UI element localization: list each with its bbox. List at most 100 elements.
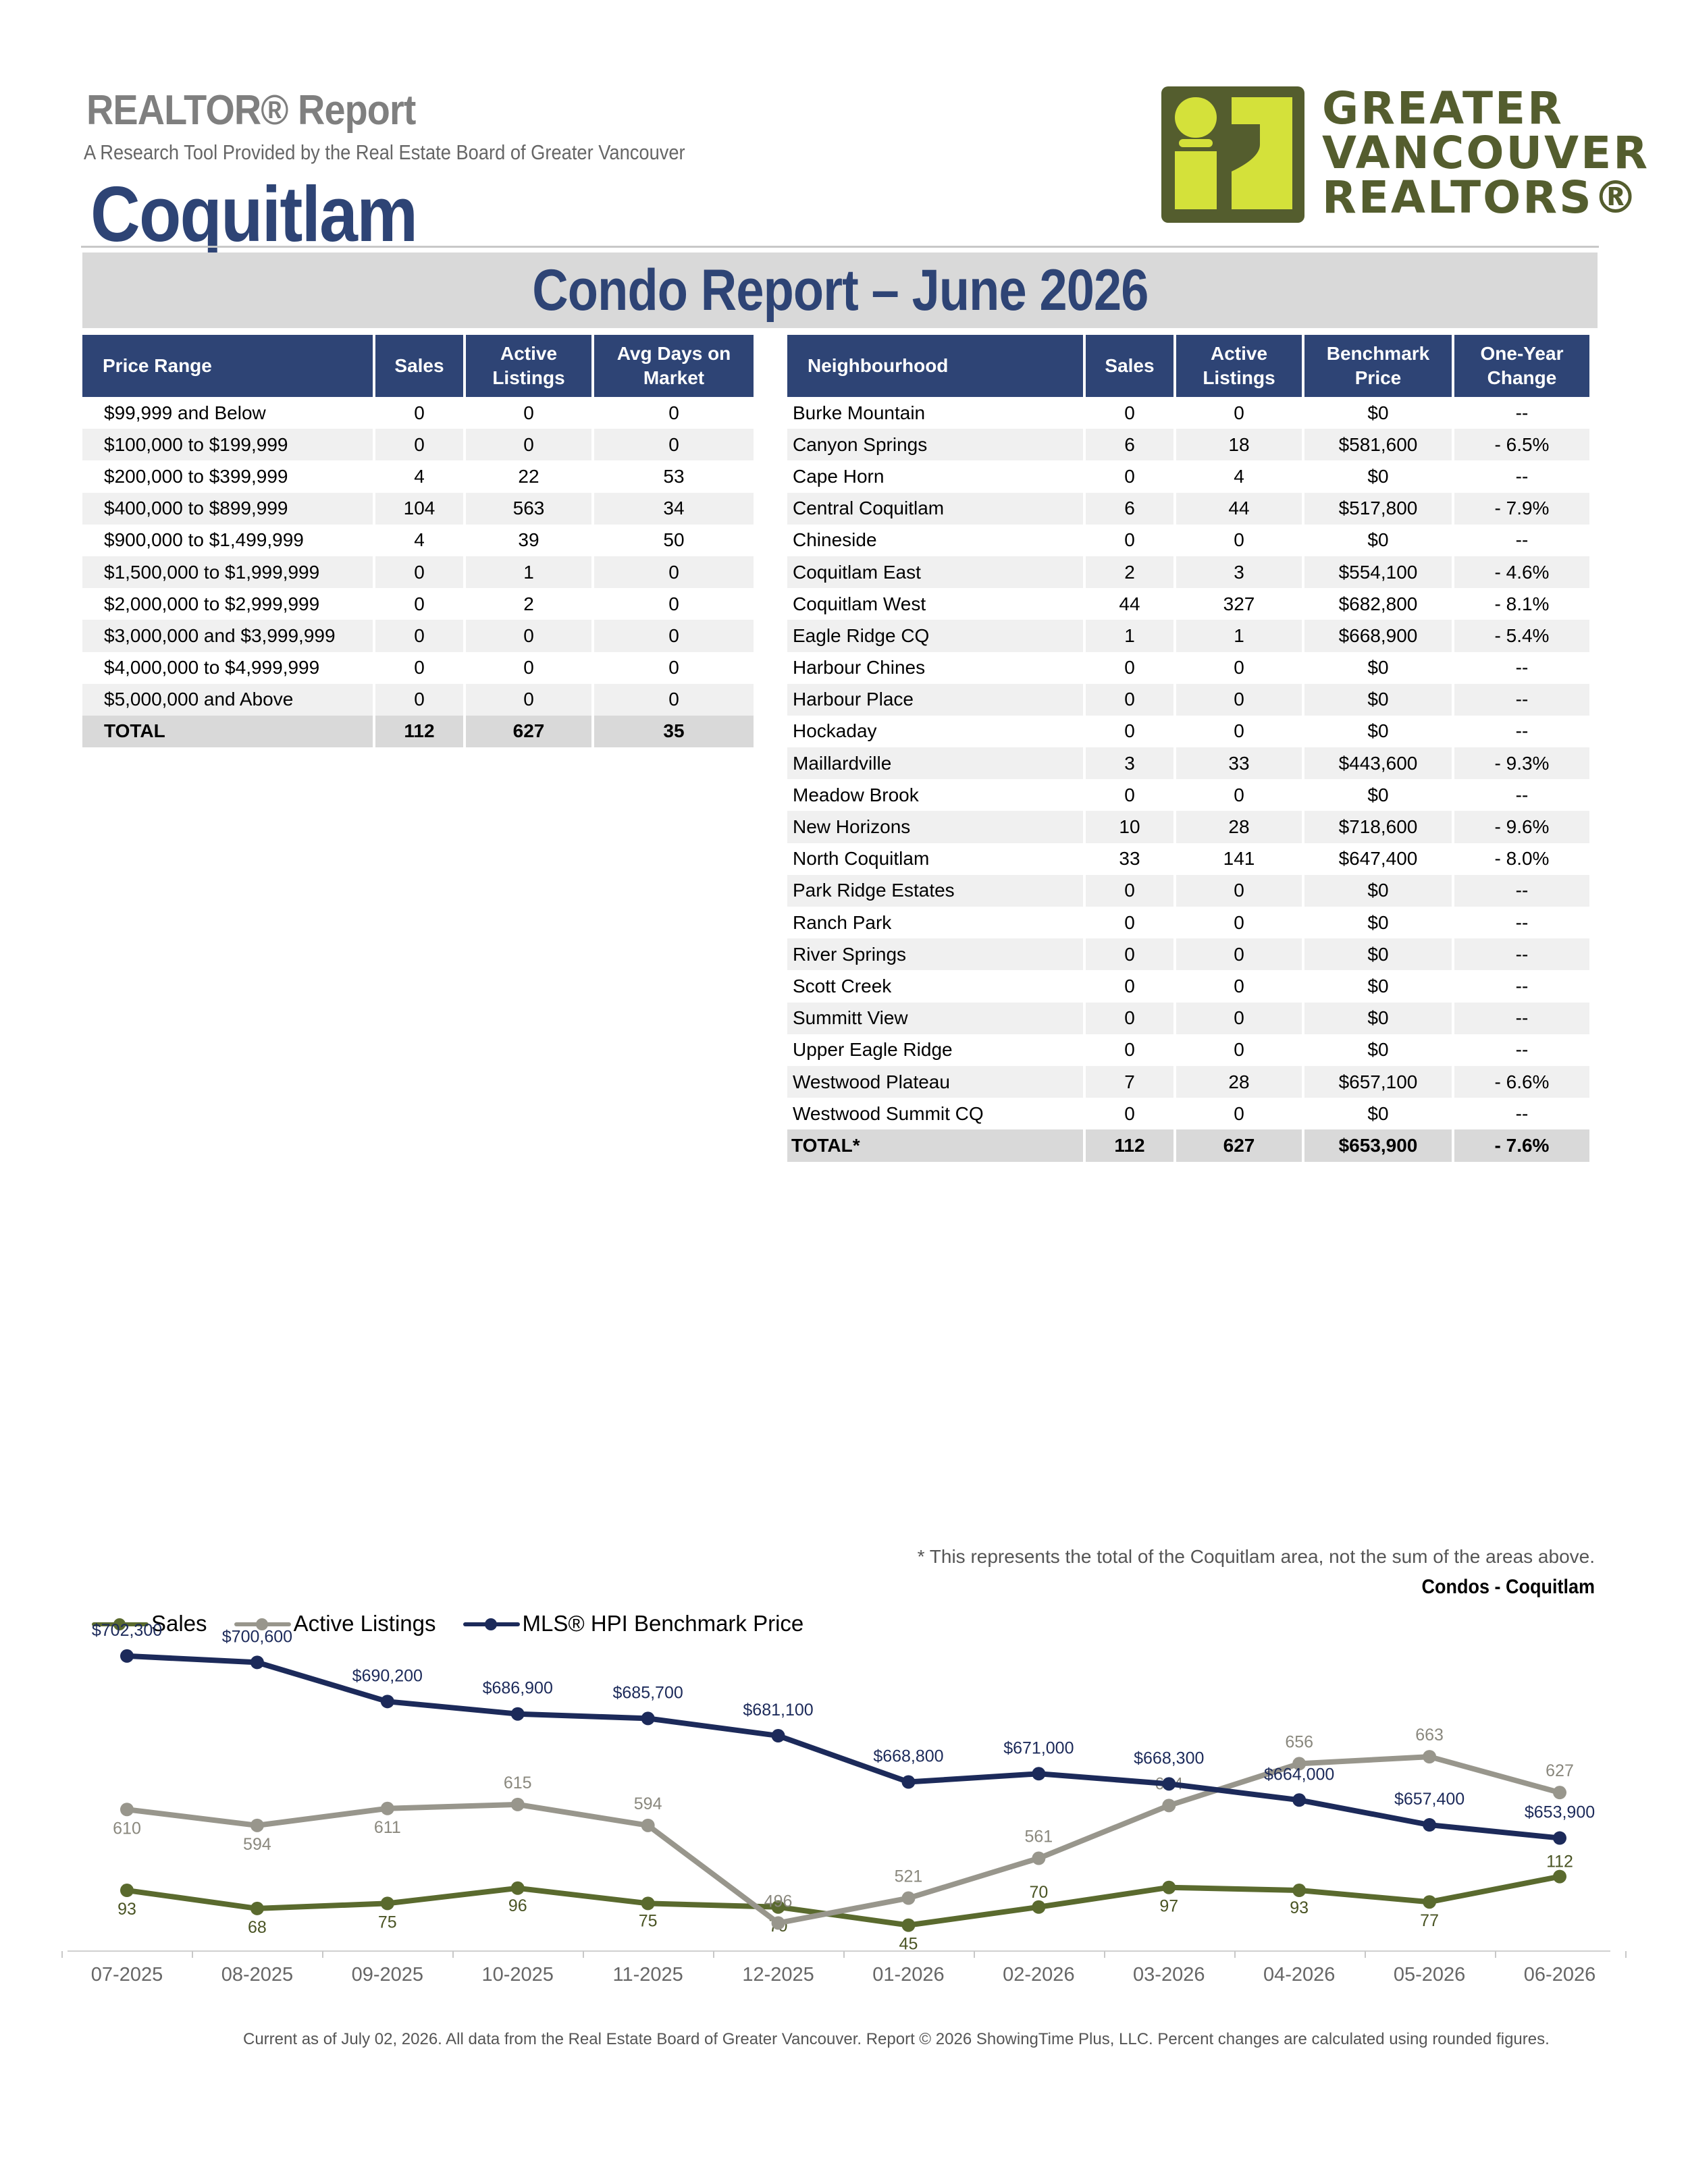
table-cell: $668,900 [1304, 620, 1452, 652]
table-cell: Harbour Place [787, 683, 1083, 716]
legend-label-benchmark-price: MLS® HPI Benchmark Price [522, 1611, 804, 1636]
table-cell: Coquitlam East [787, 556, 1083, 589]
table-cell: 0 [1124, 465, 1135, 487]
total-cell: 112 [375, 715, 463, 748]
table-row: $4,000,000 to $4,999,999 0 0 0 [82, 652, 754, 684]
table-cell: Upper Eagle Ridge [793, 1039, 953, 1061]
table-cell: 28 [1176, 1065, 1302, 1098]
data-point [901, 1775, 916, 1789]
table-cell: 0 [1234, 657, 1244, 678]
series-line-1 [124, 1754, 1562, 1926]
data-label: 615 [504, 1774, 532, 1792]
table-cell: 1 [1176, 620, 1302, 652]
x-tick-label: 05-2026 [1394, 1964, 1465, 1985]
table-cell: 0 [1086, 938, 1173, 971]
total-cell: 112 [1086, 1129, 1173, 1162]
table-cell: $581,600 [1304, 429, 1452, 461]
table-cell: 0 [375, 683, 463, 716]
table-cell: - 9.6% [1454, 811, 1589, 843]
table-row: Cape Horn 0 4 $0 -- [787, 460, 1589, 492]
table-cell: -- [1515, 911, 1529, 933]
table-cell: -- [1515, 1039, 1529, 1061]
table-row: Canyon Springs 6 18 $581,600- 6.5% [787, 429, 1589, 461]
table-cell: $554,100 [1304, 556, 1452, 589]
table-cell: Central Coquitlam [787, 492, 1083, 525]
chart-legend: Sales Active Listings MLS® HPI Benchmark… [92, 1611, 830, 1636]
table-cell: 18 [1176, 429, 1302, 461]
table-cell: 0 [1234, 402, 1244, 423]
table-row: New Horizons 10 28 $718,600- 9.6% [787, 811, 1589, 843]
table-row: Park Ridge Estates 0 0 $0 -- [787, 874, 1589, 907]
table-cell: 0 [414, 657, 425, 678]
table-cell: -- [1515, 975, 1529, 996]
table-cell: 0 [1124, 402, 1135, 423]
total-cell: - 7.6% [1454, 1129, 1589, 1162]
data-label: $685,700 [612, 1683, 683, 1702]
table-cell: 0 [1124, 720, 1135, 742]
table-cell: Maillardville [787, 747, 1083, 780]
table-cell: 1 [1086, 620, 1173, 652]
total-cell: $653,900 [1304, 1129, 1452, 1162]
total-row: TOTAL* 112 627 $653,900- 7.6% [787, 1129, 1589, 1162]
col-header-one-year-change: One-Year Change [1454, 335, 1589, 397]
x-tick-label: 12-2025 [742, 1964, 814, 1985]
table-row: Westwood Plateau 7 28 $657,100- 6.6% [787, 1065, 1589, 1098]
data-point [510, 1881, 525, 1895]
table-cell: 0 [594, 620, 754, 652]
area-title: Coquitlam [90, 170, 418, 258]
table-row: $400,000 to $899,999 104 563 34 [82, 492, 754, 525]
table-cell: $0 [1367, 1102, 1389, 1124]
table-cell: -- [1515, 465, 1529, 487]
data-point [380, 1801, 394, 1815]
data-label: $657,400 [1394, 1790, 1465, 1809]
data-label: 594 [634, 1794, 662, 1813]
table-cell: $657,100 [1304, 1065, 1452, 1098]
table-cell: $2,000,000 to $2,999,999 [104, 593, 320, 614]
col-header-avg-days: Avg Days on Market [594, 335, 754, 397]
data-point [250, 1818, 264, 1832]
table-row: Meadow Brook 0 0 $0 -- [787, 779, 1589, 811]
table-row: $99,999 and Below 0 0 0 [82, 397, 754, 429]
table-cell: $0 [1367, 720, 1389, 742]
table-row: Central Coquitlam 6 44 $517,800- 7.9% [787, 492, 1589, 525]
table-cell: 44 [1119, 593, 1140, 614]
table-cell: 0 [466, 620, 591, 652]
table-cell: -- [1515, 720, 1529, 742]
table-cell: 0 [1234, 1039, 1244, 1061]
table-cell: 327 [1223, 593, 1255, 614]
table-cell: -- [1454, 1002, 1589, 1034]
table-cell: 563 [466, 492, 591, 525]
total-cell: 627 [1176, 1129, 1302, 1162]
table-row: Coquitlam West 44 327 $682,800 - 8.1% [787, 588, 1589, 620]
chart-title: Condos - Coquitlam [1421, 1576, 1595, 1598]
table-cell: 6 [1086, 429, 1173, 461]
table-row: North Coquitlam 33 141 $647,400 - 8.0% [787, 843, 1589, 875]
col-header-sales: Sales [375, 335, 463, 397]
data-point [120, 1803, 134, 1817]
table-cell: 22 [518, 465, 539, 487]
table-cell: - 5.4% [1454, 620, 1589, 652]
data-label: 75 [378, 1913, 397, 1932]
table-row: Harbour Chines 0 0 $0 -- [787, 652, 1589, 684]
table-cell: $0 [1304, 874, 1452, 907]
table-cell: -- [1515, 784, 1529, 805]
legend-swatch-sales [92, 1616, 149, 1632]
table-cell: Ranch Park [793, 911, 892, 933]
table-cell: Harbour Chines [793, 657, 926, 678]
trend-chart: 07-2025 08-2025 09-2025 10-2025 11-2025 12-20… [61, 1621, 1627, 1985]
report-subtitle: A Research Tool Provided by the Real Est… [84, 140, 685, 164]
data-point [510, 1707, 525, 1721]
data-point [1553, 1786, 1566, 1800]
data-point [1032, 1900, 1046, 1914]
data-point [1292, 1793, 1307, 1807]
table-cell: $0 [1367, 911, 1389, 933]
data-label: $653,900 [1525, 1803, 1595, 1822]
data-point [1292, 1757, 1307, 1771]
table-row: Coquitlam East 2 3 $554,100- 4.6% [787, 556, 1589, 589]
table-cell: 3 [1086, 747, 1173, 780]
data-label: 70 [1029, 1883, 1048, 1902]
table-row: $900,000 to $1,499,999 4 39 50 [82, 525, 754, 556]
data-point [641, 1711, 655, 1726]
data-point [771, 1729, 785, 1743]
total-footnote: * This represents the total of the Coqui… [917, 1546, 1595, 1567]
